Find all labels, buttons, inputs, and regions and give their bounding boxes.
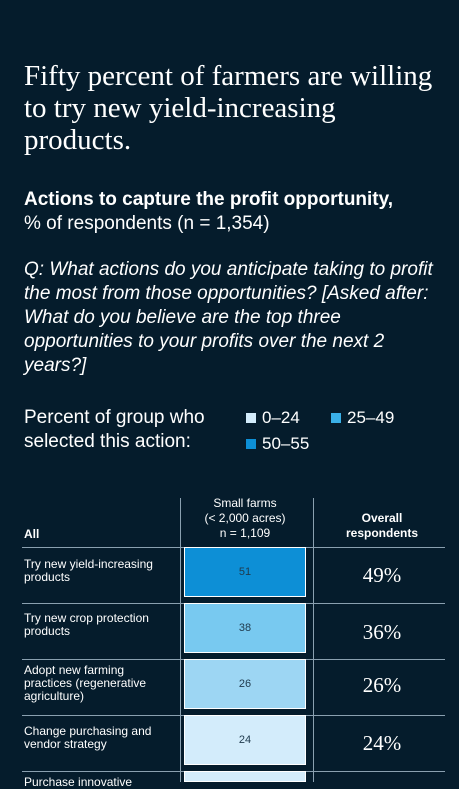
column-title: Overall respondents [345,511,418,540]
column-divider [313,498,314,782]
legend-label: 0–24 [262,408,300,427]
subtitle-bold: Actions to capture the profit opportunit… [24,189,394,210]
overall-value: 24% [362,731,402,755]
column-n: n = 1,109 [219,526,271,540]
subtitle-units: % of respondents (n = 1,354) [24,213,270,234]
overall-value: 36% [362,620,402,644]
overall-value: 26% [362,673,402,697]
cell-value: 24 [238,734,252,746]
heat-cell: 26 [184,659,306,709]
column-title: Small farms [213,496,277,510]
column-subtitle: (< 2,000 acres) [204,511,286,525]
headline: Fifty percent of farmers are willing to … [24,60,433,156]
column-divider [180,498,181,782]
legend-label: 25–49 [347,408,395,427]
row-label: Try new crop protection products [24,611,149,638]
row-label: Adopt new farming practices (regenerativ… [24,663,147,703]
cell-value: 38 [238,622,252,634]
cell-value: 51 [238,566,252,578]
heat-cell [184,771,306,782]
legend-swatch [246,439,256,449]
row-label: Change purchasing and vendor strategy [24,724,152,751]
heat-cell: 38 [184,603,306,653]
row-header-all: All [24,527,40,541]
chart-subtitle: Actions to capture the profit opportunit… [24,188,444,236]
survey-question: Q: What actions do you anticipate taking… [24,259,433,376]
column-header-overall: Overall respondents [330,511,434,541]
heat-cell: 24 [184,715,306,765]
row-label: Try new yield-increasing products [24,557,153,584]
column-header-small-farms: Small farms (< 2,000 acres) n = 1,109 [180,496,310,541]
legend-swatch [331,413,341,423]
legend-title: Percent of group who selected this actio… [24,407,205,452]
heat-cell: 51 [184,547,306,597]
legend-swatch [246,413,256,423]
legend-item-50-55: 50–55 [246,434,309,454]
cell-value: 26 [238,678,252,690]
legend-item-0-24: 0–24 [246,408,300,428]
legend-item-25-49: 25–49 [331,408,394,428]
row-label: Purchase innovative [24,775,133,789]
overall-value: 49% [362,563,402,587]
legend-label: 50–55 [262,434,310,453]
